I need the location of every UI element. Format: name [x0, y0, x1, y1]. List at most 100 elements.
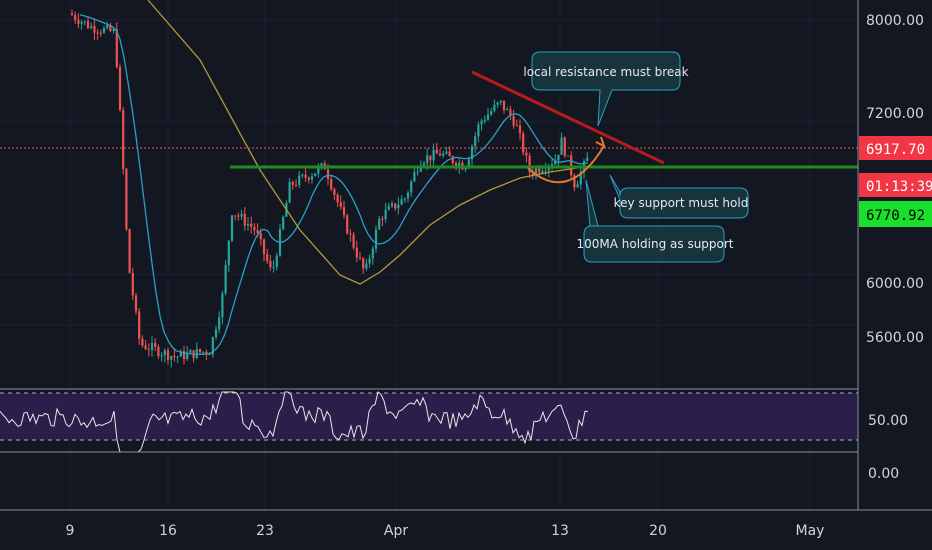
candle-body — [240, 213, 243, 217]
candle-body — [426, 155, 429, 164]
candle-body — [170, 356, 173, 360]
time-tick-20: 20 — [649, 523, 667, 539]
candle-body — [118, 66, 122, 111]
candle-body — [234, 215, 237, 217]
candle-body — [541, 170, 544, 173]
candle-body — [243, 213, 246, 226]
arc-arrowhead — [595, 136, 606, 148]
candle-body — [253, 227, 256, 231]
countdown-badge — [859, 173, 932, 197]
candle-body — [150, 343, 154, 350]
candle-body — [195, 349, 198, 359]
candle-body — [486, 114, 490, 120]
candle-body — [304, 174, 307, 178]
candle-body — [522, 133, 525, 153]
candle-body — [480, 120, 483, 125]
candle-body — [576, 184, 579, 188]
candle-body — [250, 223, 253, 228]
candle-body — [122, 110, 125, 169]
candle-body — [275, 255, 278, 267]
candle-body — [496, 102, 499, 105]
candle-body — [438, 153, 442, 156]
candle-body — [93, 25, 96, 33]
candle-body — [477, 124, 480, 137]
candle-body — [198, 349, 202, 353]
candle-body — [448, 151, 451, 157]
rounding-arc[interactable] — [527, 145, 605, 184]
candle-body — [125, 168, 128, 230]
candle-body — [397, 204, 400, 209]
candle-body — [224, 265, 227, 294]
candle-body — [77, 19, 80, 24]
candle-body — [291, 181, 294, 185]
candle-body — [557, 154, 560, 161]
ma-note-bubble — [583, 179, 725, 263]
candle-body — [237, 215, 240, 217]
candle-body — [80, 22, 83, 24]
candle-body — [490, 111, 493, 115]
candle-body — [218, 317, 221, 330]
drawings — [0, 70, 858, 184]
candle-body — [86, 21, 90, 29]
time-axis[interactable]: 9 16 23 Apr 13 20 May — [66, 523, 825, 539]
candle-body — [346, 215, 349, 234]
candle-body — [390, 203, 394, 207]
candle-body — [406, 192, 410, 199]
candle-body — [317, 166, 320, 174]
candle-body — [179, 351, 182, 357]
candle-body — [378, 218, 381, 230]
candle-body — [134, 295, 138, 312]
resistance-line[interactable] — [471, 70, 665, 165]
ma-note[interactable]: 100MA holding as support — [576, 179, 734, 263]
candle-body — [525, 152, 528, 156]
candle-body — [442, 153, 445, 156]
candle-body — [410, 181, 413, 193]
resistance-note-bubble — [531, 51, 681, 127]
candle-body — [352, 234, 355, 248]
price-tick-7200: 7200.00 — [866, 106, 924, 122]
candle-body — [394, 203, 397, 209]
candle-body — [458, 162, 461, 167]
candle-body — [99, 32, 102, 34]
candle-body — [445, 151, 448, 154]
candle-body — [474, 136, 477, 147]
rsi-tick-50: 50.00 — [868, 413, 908, 429]
candle-body — [499, 100, 502, 103]
candle-body — [109, 25, 112, 32]
candle-body — [579, 172, 582, 185]
resistance-note[interactable]: local resistance must break — [523, 51, 689, 127]
candle-body — [282, 216, 285, 230]
slow-ma-line — [147, 0, 591, 285]
candle-body — [307, 177, 310, 180]
candle-body — [365, 263, 368, 269]
time-tick-apr: Apr — [384, 523, 408, 539]
candle-body — [96, 32, 99, 34]
candle-body — [566, 155, 570, 157]
candle-body — [368, 258, 371, 264]
candle-body — [403, 198, 406, 200]
candle-body — [432, 149, 435, 161]
candle-body — [74, 15, 77, 20]
rsi-line — [0, 391, 589, 453]
candle-body — [112, 29, 115, 32]
candle-body — [205, 351, 208, 355]
candle-body — [147, 349, 150, 351]
candle-body — [301, 174, 304, 176]
candle-body — [493, 104, 496, 112]
candle-body — [160, 355, 163, 357]
rsi-series — [0, 391, 589, 453]
candle-body — [272, 266, 275, 268]
candle-body — [467, 159, 470, 169]
candle-body — [381, 218, 384, 220]
candle-body — [371, 248, 374, 259]
candle-body — [387, 206, 390, 210]
candle-body — [259, 233, 262, 240]
resistance-note-text: local resistance must break — [523, 65, 688, 79]
candle-body — [451, 156, 454, 163]
candle-body — [269, 260, 272, 268]
candle-body — [314, 173, 317, 177]
support-note[interactable]: key support must hold — [609, 174, 749, 219]
